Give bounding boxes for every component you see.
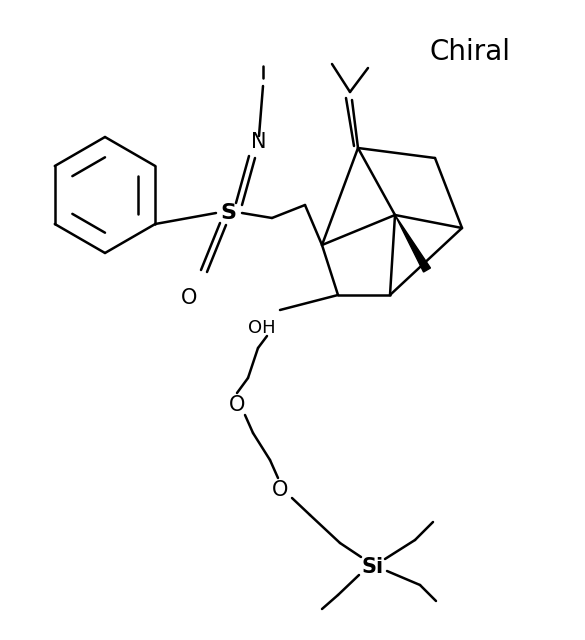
Text: O: O — [181, 288, 197, 308]
Text: N: N — [251, 132, 267, 152]
Polygon shape — [395, 215, 431, 272]
Text: OH: OH — [248, 319, 276, 337]
Text: O: O — [272, 480, 288, 500]
Text: Si: Si — [362, 557, 384, 577]
Text: Chiral: Chiral — [429, 38, 511, 66]
Text: O: O — [229, 395, 245, 415]
Text: S: S — [220, 203, 236, 223]
